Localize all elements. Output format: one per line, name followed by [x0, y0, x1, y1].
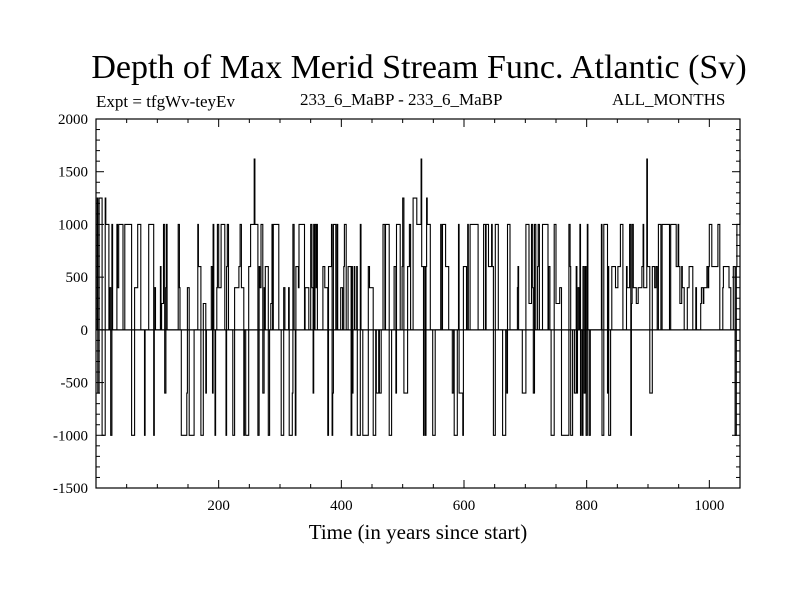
x-tick-label: 600	[453, 498, 476, 514]
y-tick-label: 0	[81, 323, 89, 339]
series-line	[96, 158, 741, 436]
y-tick-label: -1500	[53, 481, 88, 497]
plot-frame	[95, 118, 741, 489]
x-tick-label: 800	[575, 498, 598, 514]
x-tick-label: 200	[207, 498, 230, 514]
y-tick-label: 2000	[58, 112, 88, 128]
chart-title: Depth of Max Merid Stream Func. Atlantic…	[91, 49, 747, 86]
months-label: ALL_MONTHS	[612, 90, 726, 109]
y-tick-label: -1000	[53, 428, 88, 444]
y-tick-label: -500	[61, 376, 89, 392]
runs-label: 233_6_MaBP - 233_6_MaBP	[300, 90, 503, 109]
y-tick-label: 1000	[58, 217, 88, 233]
x-tick-label: 400	[330, 498, 353, 514]
y-tick-label: 500	[66, 270, 89, 286]
x-axis-label: Time (in years since start)	[308, 520, 528, 544]
y-tick-label: 1500	[58, 165, 88, 181]
x-tick-label: 1000	[694, 498, 724, 514]
experiment-label: Expt = tfgWv-teyEv	[96, 92, 235, 111]
